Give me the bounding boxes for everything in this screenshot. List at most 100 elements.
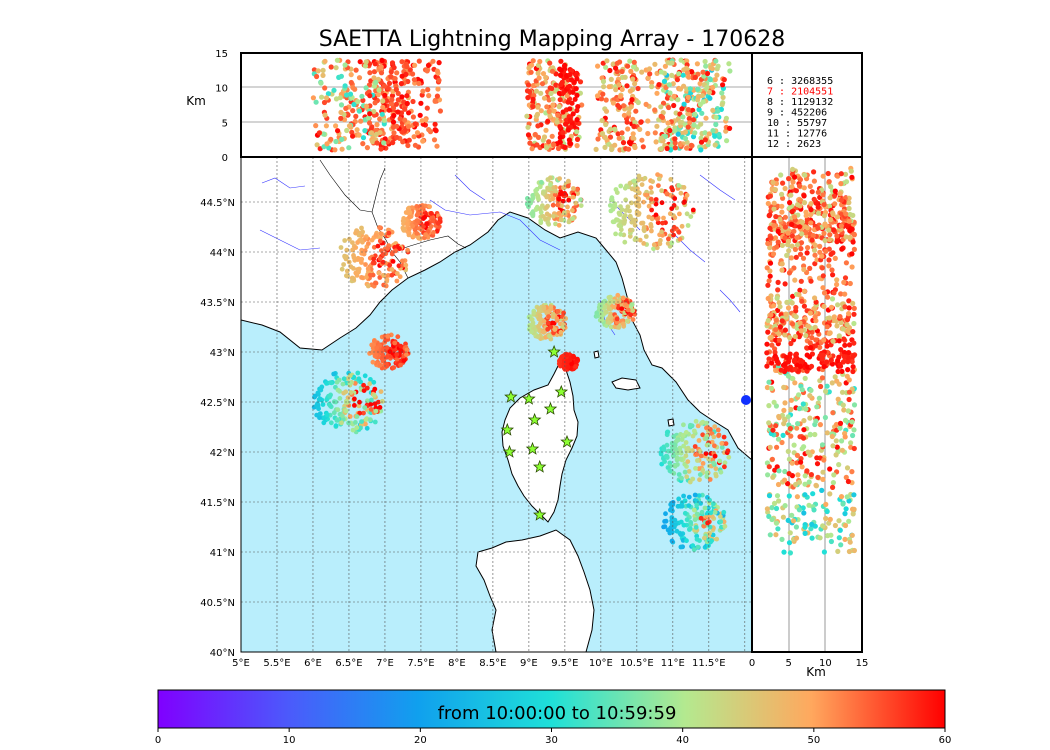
altitude-source xyxy=(819,442,826,448)
altitude-source xyxy=(764,363,770,369)
altitude-source xyxy=(784,299,790,305)
altitude-source xyxy=(851,232,858,238)
altitude-source xyxy=(779,261,785,267)
right-density-row xyxy=(765,165,856,258)
lightning-source xyxy=(694,536,700,542)
altitude-source xyxy=(770,427,776,433)
altitude-source xyxy=(808,472,815,478)
altitude-source xyxy=(766,513,772,520)
altitude-source xyxy=(404,100,410,107)
altitude-source xyxy=(766,420,772,426)
altitude-source xyxy=(667,127,673,134)
altitude-source xyxy=(811,169,817,175)
altitude-source xyxy=(836,535,842,541)
altitude-source xyxy=(843,211,849,217)
altitude-source xyxy=(785,305,792,311)
station-star xyxy=(502,444,517,458)
altitude-source xyxy=(770,474,776,480)
altitude-source xyxy=(823,388,829,394)
altitude-source xyxy=(313,123,319,129)
lightning-source xyxy=(555,309,561,314)
altitude-source xyxy=(805,323,812,329)
altitude-source xyxy=(850,212,856,218)
altitude-source xyxy=(390,124,396,130)
altitude-source xyxy=(772,187,779,193)
altitude-source xyxy=(357,59,363,65)
lightning-source xyxy=(570,208,575,213)
lightning-source xyxy=(662,519,667,524)
altitude-source xyxy=(847,280,853,287)
altitude-source xyxy=(774,244,780,250)
altitude-source xyxy=(390,105,397,111)
altitude-source xyxy=(769,505,775,511)
altitude-source xyxy=(836,462,842,468)
lightning-source xyxy=(317,415,322,421)
altitude-source xyxy=(777,216,783,222)
altitude-source xyxy=(406,110,412,116)
altitude-source xyxy=(395,90,401,96)
altitude-source xyxy=(765,317,771,324)
altitude-source xyxy=(766,403,772,409)
lightning-source xyxy=(667,211,673,217)
altitude-source xyxy=(787,530,793,536)
lightning-source xyxy=(358,256,364,262)
altitude-source xyxy=(825,294,831,300)
lightning-source xyxy=(352,403,357,408)
altitude-source xyxy=(799,231,805,237)
altitude-source xyxy=(710,128,716,134)
altitude-source xyxy=(817,535,823,541)
lightning-source xyxy=(354,425,360,431)
altitude-source xyxy=(851,547,858,554)
lightning-source xyxy=(681,185,687,190)
lightning-source xyxy=(550,202,556,208)
altitude-source xyxy=(550,102,556,108)
lightning-source xyxy=(353,420,358,425)
altitude-source xyxy=(574,143,580,149)
lightning-source xyxy=(367,417,373,422)
altitude-source xyxy=(342,62,348,68)
lightning-source xyxy=(665,429,671,435)
lightning-source xyxy=(669,206,675,212)
altitude-source xyxy=(397,116,403,122)
lightning-source xyxy=(672,196,678,201)
top-panel-density xyxy=(310,57,733,153)
colorbar-tick-label: 60 xyxy=(939,735,952,746)
altitude-source xyxy=(727,68,733,74)
altitude-source xyxy=(812,324,818,330)
altitude-source xyxy=(342,83,348,89)
altitude-source xyxy=(660,100,667,106)
lightning-source xyxy=(372,339,377,344)
lightning-source xyxy=(608,208,614,214)
altitude-source xyxy=(631,143,638,149)
latitude-altitude-panel: 0 5 10 15 Km xyxy=(749,156,868,679)
lightning-source xyxy=(639,182,645,188)
lightning-source xyxy=(705,510,711,516)
lightning-source xyxy=(675,503,681,509)
lightning-source xyxy=(725,448,731,454)
altitude-source xyxy=(525,82,532,88)
lightning-source xyxy=(633,194,639,199)
altitude-source xyxy=(799,359,805,365)
lightning-source xyxy=(380,352,385,358)
altitude-source xyxy=(626,110,632,116)
altitude-source xyxy=(770,251,777,257)
lightning-source xyxy=(355,370,361,376)
altitude-source xyxy=(619,86,625,92)
altitude-source xyxy=(824,508,830,515)
altitude-source xyxy=(842,291,848,297)
altitude-source xyxy=(700,69,706,75)
lightning-source xyxy=(711,501,716,507)
altitude-source xyxy=(834,277,840,283)
lightning-source xyxy=(361,410,366,416)
altitude-source xyxy=(793,524,800,530)
altitude-source xyxy=(632,119,638,126)
altitude-source xyxy=(837,314,843,320)
altitude-source xyxy=(639,137,645,143)
altitude-source xyxy=(594,93,601,99)
lightning-source xyxy=(666,236,671,242)
altitude-source xyxy=(837,191,843,197)
altitude-source xyxy=(324,141,330,147)
lightning-source xyxy=(357,399,362,405)
lightning-source xyxy=(636,197,641,203)
lightning-source xyxy=(643,234,649,239)
